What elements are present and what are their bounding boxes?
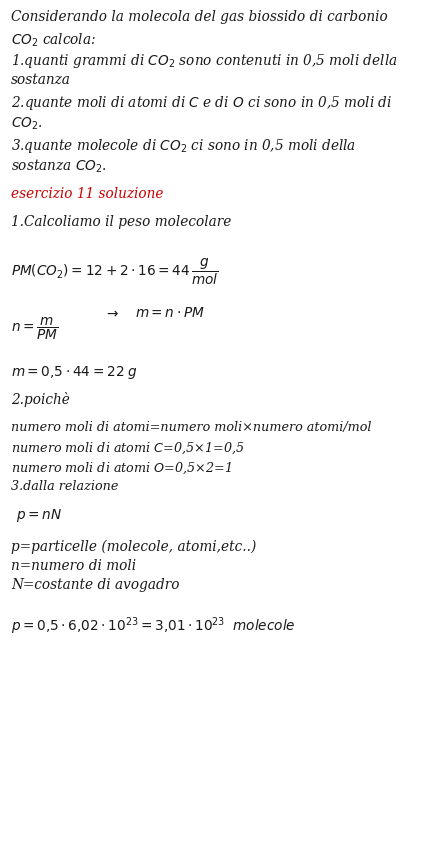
Text: 1.quanti grammi di $CO_2$ sono contenuti in 0,5 moli della: 1.quanti grammi di $CO_2$ sono contenuti… xyxy=(11,52,398,70)
Text: 2.poichè: 2.poichè xyxy=(11,392,70,407)
Text: $CO_2$.: $CO_2$. xyxy=(11,115,43,132)
Text: n=numero di moli: n=numero di moli xyxy=(11,559,136,573)
Text: $PM(CO_2) = 12 + 2 \cdot 16 = 44\,\dfrac{g}{mol}$: $PM(CO_2) = 12 + 2 \cdot 16 = 44\,\dfrac… xyxy=(11,257,218,287)
Text: 3.dalla relazione: 3.dalla relazione xyxy=(11,480,119,492)
Text: N=costante di avogadro: N=costante di avogadro xyxy=(11,578,180,593)
Text: p=particelle (molecole, atomi,etc..): p=particelle (molecole, atomi,etc..) xyxy=(11,540,257,554)
Text: $CO_2$ calcola:: $CO_2$ calcola: xyxy=(11,31,96,49)
Text: $n = \dfrac{m}{PM}$: $n = \dfrac{m}{PM}$ xyxy=(11,316,59,342)
Text: $m = n \cdot PM$: $m = n \cdot PM$ xyxy=(135,306,205,320)
Text: numero moli di atomi $C$=0,5×1=0,5: numero moli di atomi $C$=0,5×1=0,5 xyxy=(11,441,245,456)
Text: numero moli di atomi=numero moli×numero atomi/mol: numero moli di atomi=numero moli×numero … xyxy=(11,422,372,434)
Text: sostanza: sostanza xyxy=(11,73,71,88)
Text: $p = nN$: $p = nN$ xyxy=(16,507,61,524)
Text: $m = 0{,}5 \cdot 44 = 22\;g$: $m = 0{,}5 \cdot 44 = 22\;g$ xyxy=(11,364,138,381)
Text: 3.quante molecole di $CO_2$ ci sono in 0,5 moli della: 3.quante molecole di $CO_2$ ci sono in 0… xyxy=(11,137,356,154)
Text: $p = 0{,}5 \cdot 6{,}02 \cdot 10^{23} = 3{,}01 \cdot 10^{23}\;$ molecole: $p = 0{,}5 \cdot 6{,}02 \cdot 10^{23} = … xyxy=(11,615,296,637)
Text: sostanza $CO_2$.: sostanza $CO_2$. xyxy=(11,158,107,175)
Text: numero moli di atomi $O$=0,5×2=1: numero moli di atomi $O$=0,5×2=1 xyxy=(11,460,232,475)
Text: 2.quante moli di atomi di $C$ e di $O$ ci sono in 0,5 moli di: 2.quante moli di atomi di $C$ e di $O$ c… xyxy=(11,94,392,112)
Text: 1.Calcoliamo il peso molecolare: 1.Calcoliamo il peso molecolare xyxy=(11,215,231,229)
Text: esercizio 11 soluzione: esercizio 11 soluzione xyxy=(11,187,163,201)
Text: $\rightarrow$: $\rightarrow$ xyxy=(104,306,120,320)
Text: Considerando la molecola del gas biossido di carbonio: Considerando la molecola del gas biossid… xyxy=(11,10,388,24)
